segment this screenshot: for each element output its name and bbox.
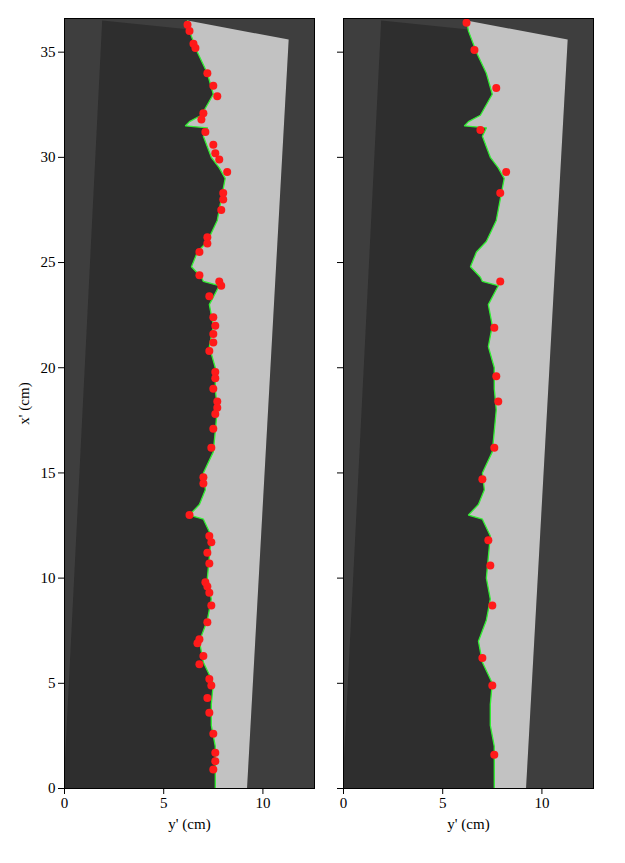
svg-text:y' (cm): y' (cm) xyxy=(168,816,210,833)
svg-text:10: 10 xyxy=(41,570,56,586)
svg-text:30: 30 xyxy=(41,149,56,165)
svg-text:5: 5 xyxy=(439,795,447,811)
svg-text:0: 0 xyxy=(48,780,56,796)
svg-text:5: 5 xyxy=(160,795,168,811)
svg-text:5: 5 xyxy=(48,675,56,691)
svg-text:10: 10 xyxy=(534,795,549,811)
svg-text:15: 15 xyxy=(41,465,56,481)
svg-text:10: 10 xyxy=(255,795,270,811)
svg-text:x' (cm): x' (cm) xyxy=(16,382,33,424)
svg-text:y' (cm): y' (cm) xyxy=(447,816,489,833)
svg-text:20: 20 xyxy=(41,360,56,376)
svg-text:25: 25 xyxy=(41,254,56,270)
svg-text:0: 0 xyxy=(340,795,348,811)
svg-text:0: 0 xyxy=(61,795,69,811)
svg-text:35: 35 xyxy=(41,44,56,60)
